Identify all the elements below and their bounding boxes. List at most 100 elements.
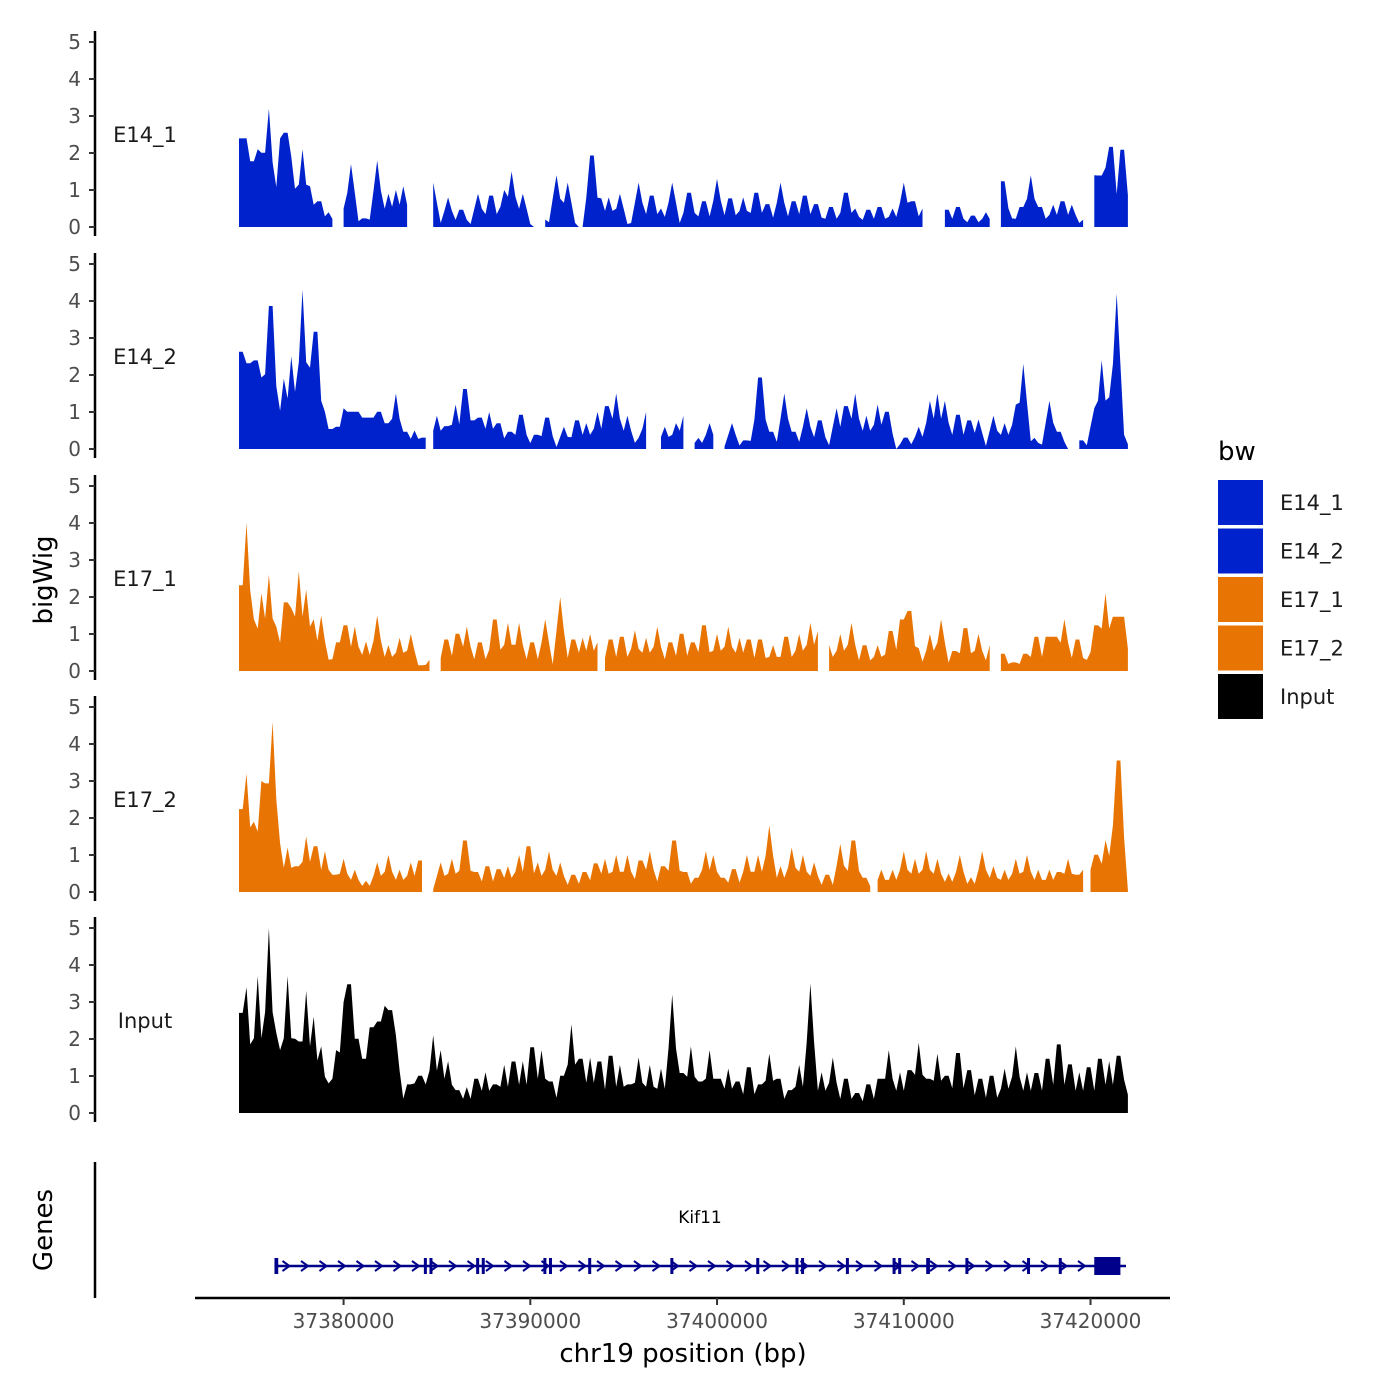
x-axis-title: chr19 position (bp) (559, 1339, 806, 1369)
y-tick-label: 1 (68, 843, 81, 867)
y-tick-label: 2 (68, 1027, 81, 1051)
gene-exon (795, 1258, 799, 1274)
strand-arrow (300, 1260, 310, 1272)
strand-arrow (929, 1260, 939, 1272)
strand-arrow (318, 1260, 329, 1272)
track-e17-2: 0 1 2 3 4 5 E17_2 (68, 695, 1128, 904)
y-tick-label: 1 (68, 622, 81, 646)
track-label: E17_2 (113, 788, 177, 813)
strand-arrow (522, 1260, 532, 1272)
y-tick-label: 2 (68, 585, 81, 609)
y-tick-label: 5 (68, 252, 81, 276)
y-axis-title: bigWig (29, 535, 59, 624)
strand-arrow (448, 1260, 458, 1272)
strand-arrow (466, 1260, 477, 1272)
legend-label: E14_1 (1280, 491, 1344, 516)
gene-exon (845, 1258, 849, 1274)
strand-arrow (614, 1260, 625, 1272)
gene-exon (476, 1258, 480, 1274)
y-tick-label: 3 (68, 548, 81, 572)
strand-arrow (1003, 1260, 1013, 1272)
strand-arrow (762, 1260, 773, 1272)
legend-label: E17_1 (1280, 588, 1344, 613)
y-tick-label: 0 (68, 1101, 81, 1125)
strand-arrow (485, 1260, 495, 1272)
y-tick-label: 4 (68, 67, 81, 91)
track-label: E17_1 (113, 567, 177, 592)
track-e14-2: 0 1 2 3 4 5 E14_2 (68, 252, 1128, 461)
x-tick-label: 37410000 (853, 1309, 955, 1333)
strand-arrow (744, 1260, 754, 1272)
strand-arrow (725, 1260, 736, 1272)
gene-exon (892, 1258, 896, 1274)
legend-swatch (1218, 625, 1263, 671)
y-tick-label: 5 (68, 474, 81, 498)
track-label: E14_2 (113, 345, 177, 370)
legend-swatch (1218, 674, 1263, 719)
strand-arrow (966, 1260, 976, 1272)
track-label: Input (118, 1009, 172, 1033)
strand-arrow (1077, 1260, 1087, 1272)
genes-axis-title: Genes (29, 1189, 59, 1271)
strand-arrow (429, 1260, 440, 1272)
gene-exon (548, 1258, 552, 1274)
signal-area (239, 721, 1128, 892)
y-tick-label: 4 (68, 732, 81, 756)
x-tick-label: 37400000 (666, 1309, 768, 1333)
y-tick-label: 3 (68, 769, 81, 793)
genes-panel: Genes Kif11 (29, 1162, 1126, 1298)
gene-exon (926, 1258, 930, 1274)
gene-exon (543, 1258, 547, 1274)
strand-arrow (559, 1260, 569, 1272)
y-tick-label: 0 (68, 659, 81, 683)
track-input: 0 1 2 3 4 5 Input (68, 916, 1128, 1125)
x-axis: 37380000 37390000 37400000 37410000 37420000 (195, 1296, 1170, 1333)
strand-arrow (337, 1260, 347, 1272)
strand-arrow (688, 1260, 699, 1272)
gene-exon (423, 1258, 427, 1274)
y-tick-label: 5 (68, 916, 81, 940)
signal-area (239, 523, 1128, 671)
legend-swatch (1218, 528, 1263, 574)
legend-label: E17_2 (1280, 637, 1344, 662)
strand-arrow (633, 1260, 643, 1272)
y-tick-label: 2 (68, 363, 81, 387)
y-tick-label: 3 (68, 326, 81, 350)
y-tick-label: 4 (68, 953, 81, 977)
strand-arrow (1040, 1260, 1050, 1272)
strand-arrow (707, 1260, 717, 1272)
legend: bw E14_1 E14_2 E17_1 E17_2 Input (1218, 437, 1344, 719)
legend-title: bw (1218, 437, 1256, 467)
gene-exon (1027, 1258, 1031, 1274)
x-tick-label: 37420000 (1040, 1309, 1142, 1333)
strand-arrow (503, 1260, 514, 1272)
gene-exon (898, 1258, 902, 1274)
track-e14-1: 0 1 2 3 4 5 E14_1 (68, 30, 1128, 239)
strand-arrow (984, 1260, 995, 1272)
y-tick-label: 5 (68, 695, 81, 719)
gene-exon (274, 1258, 279, 1274)
strand-arrow (910, 1260, 921, 1272)
strand-arrow (411, 1260, 421, 1272)
strand-arrow (577, 1260, 588, 1272)
y-tick-label: 3 (68, 104, 81, 128)
strand-arrow (392, 1260, 403, 1272)
legend-swatch (1218, 480, 1263, 525)
y-tick-label: 0 (68, 880, 81, 904)
strand-arrow (836, 1260, 847, 1272)
gene-exon (756, 1258, 760, 1274)
y-tick-label: 0 (68, 215, 81, 239)
y-tick-label: 5 (68, 30, 81, 54)
signal-area (239, 928, 1128, 1113)
gene-label: Kif11 (678, 1208, 722, 1228)
strand-arrow (281, 1260, 292, 1272)
legend-label: Input (1280, 685, 1334, 709)
signal-area (239, 108, 1128, 227)
gene-exon (1058, 1258, 1062, 1274)
track-label: E14_1 (113, 123, 177, 148)
legend-swatch (1218, 577, 1263, 622)
gene-exon (1094, 1257, 1121, 1275)
track-e17-1: 0 1 2 3 4 5 E17_1 (68, 474, 1128, 683)
gene-exon (965, 1258, 969, 1274)
gene-exon (481, 1258, 485, 1274)
